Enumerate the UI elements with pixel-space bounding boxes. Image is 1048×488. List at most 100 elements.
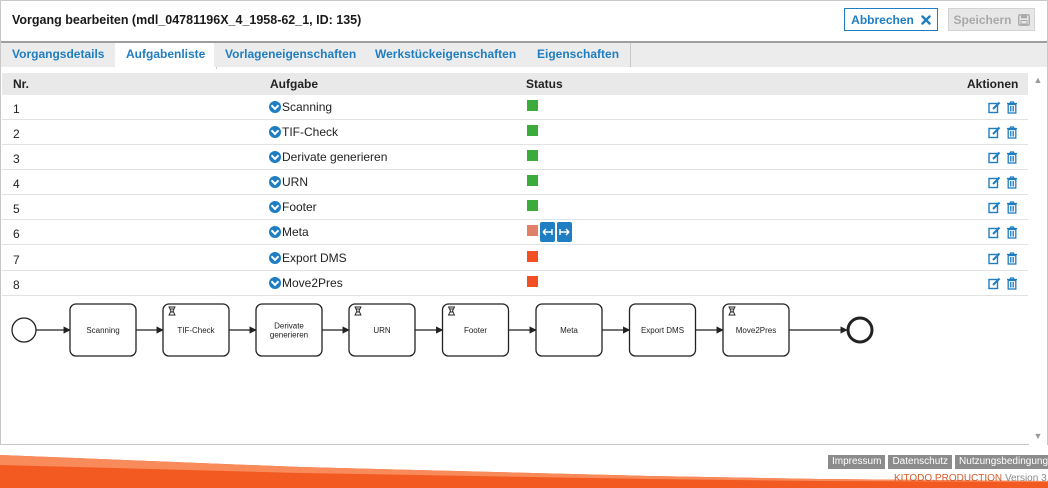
trash-icon[interactable]: [1005, 175, 1019, 189]
tab-werkstueckeigenschaften[interactable]: Werkstückeigenschaften: [364, 43, 529, 67]
workflow-task-label: TIF-Check: [177, 326, 215, 335]
save-button[interactable]: Speichern: [948, 8, 1035, 31]
title-bar: Vorgang bearbeiten (mdl_04781196X_4_1958…: [1, 1, 1047, 41]
task-nr: 3: [13, 152, 20, 166]
workflow-task-label: Footer: [464, 326, 487, 335]
trash-icon[interactable]: [1005, 225, 1019, 239]
column-header-nr[interactable]: Nr.: [13, 77, 30, 91]
chevron-down-icon[interactable]: [269, 226, 281, 238]
table-row: 1 Scanning: [2, 95, 1028, 120]
script-task-icon: [354, 306, 362, 316]
tab-bar: Vorgangsdetails Aufgabenliste Vorlagenei…: [1, 41, 1047, 69]
edit-icon[interactable]: [987, 225, 1001, 239]
task-name-cell[interactable]: TIF-Check: [269, 125, 338, 139]
task-name-cell[interactable]: Derivate generieren: [269, 150, 387, 164]
task-name-cell[interactable]: Move2Pres: [269, 276, 343, 290]
trash-icon[interactable]: [1005, 150, 1019, 164]
scroll-down-arrow-icon[interactable]: ▼: [1033, 431, 1043, 441]
footer-stripe: [0, 455, 1048, 488]
move-right-button[interactable]: [557, 222, 572, 242]
table-row: 7 Export DMS: [2, 246, 1028, 271]
status-indicator: [527, 175, 538, 186]
edit-icon[interactable]: [987, 175, 1001, 189]
status-indicator: [527, 200, 538, 211]
move-left-button[interactable]: [540, 222, 555, 242]
workflow-task-label: Export DMS: [641, 326, 684, 335]
edit-icon[interactable]: [987, 100, 1001, 114]
chevron-down-icon[interactable]: [269, 151, 281, 163]
column-header-actions: Aktionen: [967, 77, 1019, 91]
workflow-task-label: generieren: [270, 331, 308, 340]
task-name: Derivate generieren: [282, 150, 388, 164]
status-indicator: [527, 100, 538, 111]
trash-icon[interactable]: [1005, 276, 1019, 290]
version-label: Version 3.3: [1004, 473, 1048, 484]
status-indicator: [527, 150, 538, 161]
task-table-header: Nr. Aufgabe Status Aktionen: [2, 73, 1028, 95]
status-indicator: [527, 251, 538, 262]
chevron-down-icon[interactable]: [269, 252, 281, 264]
script-task-icon: [728, 306, 736, 316]
workflow-task-label: Meta: [560, 326, 578, 335]
trash-icon[interactable]: [1005, 251, 1019, 265]
edit-icon[interactable]: [987, 251, 1001, 265]
chevron-down-icon[interactable]: [269, 201, 281, 213]
scroll-up-arrow-icon[interactable]: ▲: [1033, 75, 1043, 85]
arrow-left-icon: [542, 228, 553, 236]
workflow-task-label: Move2Pres: [736, 326, 776, 335]
footer-link-impressum[interactable]: Impressum: [828, 455, 886, 469]
tab-aufgabenliste[interactable]: Aufgabenliste: [115, 43, 218, 69]
footer-link-nutzungsbedingungen[interactable]: Nutzungsbedingungen: [955, 455, 1048, 469]
column-header-task[interactable]: Aufgabe: [270, 77, 318, 91]
workflow-task-label: Derivate: [274, 322, 304, 331]
edit-icon[interactable]: [987, 150, 1001, 164]
trash-icon[interactable]: [1005, 125, 1019, 139]
task-name: Footer: [282, 200, 317, 214]
status-indicator: [527, 225, 538, 236]
task-nr: 4: [13, 177, 20, 191]
table-row: 3 Derivate generieren: [2, 145, 1028, 170]
close-icon: [921, 14, 931, 25]
brand-name: KITODO.PRODUCTION: [894, 473, 1003, 484]
task-name-cell[interactable]: Footer: [269, 200, 317, 214]
edit-icon[interactable]: [987, 200, 1001, 214]
end-event: [846, 316, 874, 344]
task-nr: 8: [13, 278, 20, 292]
table-row: 2 TIF-Check: [2, 120, 1028, 145]
task-nr: 6: [13, 227, 20, 241]
chevron-down-icon[interactable]: [269, 277, 281, 289]
floppy-disk-icon: [1017, 13, 1030, 26]
chevron-down-icon[interactable]: [269, 101, 281, 113]
vertical-scrollbar[interactable]: ▲ ▼: [1029, 73, 1047, 445]
edit-icon[interactable]: [987, 125, 1001, 139]
edit-process-window: Vorgang bearbeiten (mdl_04781196X_4_1958…: [0, 0, 1048, 445]
table-row: 8 Move2Pres: [2, 271, 1028, 296]
chevron-down-icon[interactable]: [269, 126, 281, 138]
script-task-icon: [168, 306, 176, 316]
table-row: 6 Meta: [2, 220, 1028, 245]
task-name-cell[interactable]: URN: [269, 175, 308, 189]
task-name: Meta: [282, 225, 309, 239]
tab-vorlageneigenschaften[interactable]: Vorlageneigenschaften: [214, 43, 369, 67]
cancel-button[interactable]: Abbrechen: [844, 8, 938, 31]
task-name-cell[interactable]: Scanning: [269, 100, 332, 114]
start-event: [11, 317, 37, 343]
workflow-task-label: Scanning: [86, 326, 119, 335]
column-header-status[interactable]: Status: [526, 77, 563, 91]
task-name-cell[interactable]: Meta: [269, 225, 309, 239]
task-name: URN: [282, 175, 308, 189]
task-name: Export DMS: [282, 251, 347, 265]
chevron-down-icon[interactable]: [269, 176, 281, 188]
tab-vorgangsdetails[interactable]: Vorgangsdetails: [1, 43, 117, 67]
status-indicator: [527, 276, 538, 287]
edit-icon[interactable]: [987, 276, 1001, 290]
footer-links: Impressum Datenschutz Nutzungsbedingunge…: [828, 455, 1048, 469]
trash-icon[interactable]: [1005, 200, 1019, 214]
cancel-button-label: Abbrechen: [851, 12, 914, 27]
tab-eigenschaften[interactable]: Eigenschaften: [526, 43, 632, 67]
table-row: 4 URN: [2, 170, 1028, 195]
workflow-task-label: URN: [373, 326, 391, 335]
task-name-cell[interactable]: Export DMS: [269, 251, 347, 265]
footer-link-datenschutz[interactable]: Datenschutz: [888, 455, 953, 469]
trash-icon[interactable]: [1005, 100, 1019, 114]
